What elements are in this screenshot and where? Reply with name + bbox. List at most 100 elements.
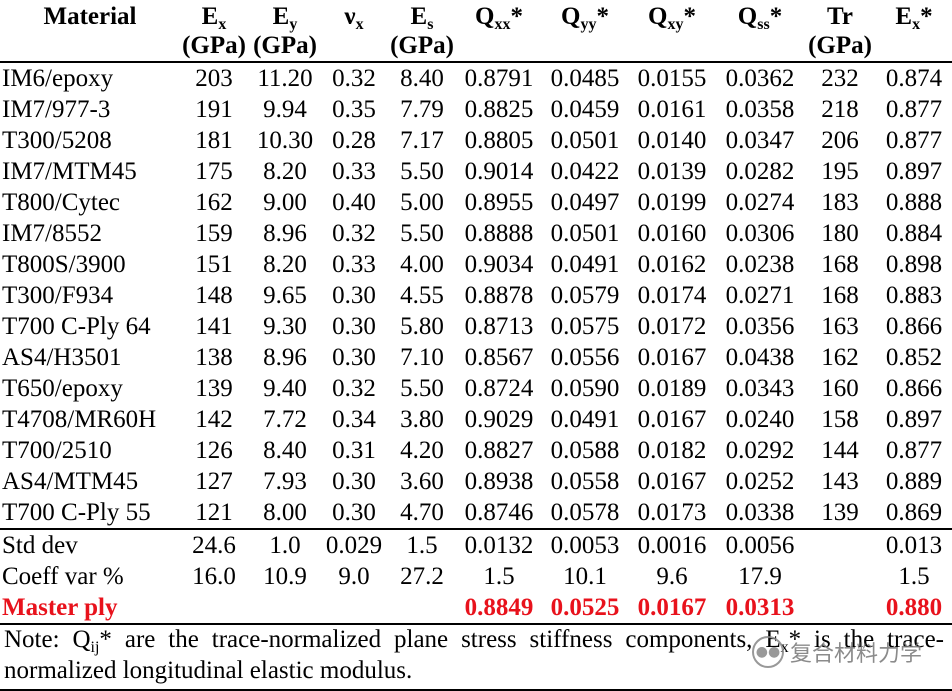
table-cell: 0.32	[332, 375, 376, 402]
table-cell: 1.5	[898, 563, 930, 590]
table-cell: 10.30	[256, 127, 314, 154]
table-cell: 9.94	[263, 96, 307, 123]
table-cell: 0.0501	[550, 127, 620, 154]
table-cell: 0.0160	[637, 220, 707, 247]
table-cell: 0.0167	[637, 468, 707, 495]
row-label: IM7/8552	[2, 220, 102, 247]
table-cell: 163	[821, 313, 859, 340]
table-cell: 180	[821, 220, 859, 247]
table-cell: 0.0172	[637, 313, 707, 340]
row-label: AS4/MTM45	[2, 468, 139, 495]
table-cell	[804, 592, 876, 623]
table-cell: 0.029	[325, 532, 383, 559]
table-cell: 0.8724	[464, 375, 534, 402]
row-label: T800S/3900	[2, 251, 126, 278]
row-label: T700 C-Ply 55	[2, 499, 151, 526]
table-row: AS4/MTM45 127 7.93 0.30 3.60 0.8938 0.0558 0.01…	[0, 466, 952, 497]
row-label: T300/F934	[2, 282, 114, 309]
table-cell: 7.17	[400, 127, 444, 154]
table-cell: 127	[195, 468, 233, 495]
table-row: T700/2510 126 8.40 0.31 4.20 0.8827 0.0588 0.01…	[0, 435, 952, 466]
row-label: Coeff var %	[2, 563, 124, 590]
table-cell: 151	[195, 251, 233, 278]
table-cell: 203	[195, 65, 233, 92]
table-cell: 5.50	[400, 158, 444, 185]
table-cell: 8.40	[400, 65, 444, 92]
table-cell: 0.0558	[550, 468, 620, 495]
table-cell: 0.0167	[637, 406, 707, 433]
table-cell: 1.0	[269, 532, 301, 559]
table-cell: 139	[821, 499, 859, 526]
table-cell: 0.0347	[725, 127, 795, 154]
table-cell: 0.40	[332, 189, 376, 216]
note-body-sub: x	[780, 639, 789, 656]
table-cell: 9.65	[263, 282, 307, 309]
table-cell: 0.30	[332, 499, 376, 526]
table-cell: 0.30	[332, 313, 376, 340]
table-cell: 0.0525	[550, 594, 620, 621]
table-cell: 0.0240	[725, 406, 795, 433]
table-cell: 8.20	[263, 158, 307, 185]
table-cell: 0.0343	[725, 375, 795, 402]
table-cell: 0.30	[332, 344, 376, 371]
table-cell: 0.9034	[464, 251, 534, 278]
table-cell: 8.20	[263, 251, 307, 278]
row-label: T650/epoxy	[2, 375, 123, 402]
table-cell: 0.34	[332, 406, 376, 433]
table-cell: 0.0556	[550, 344, 620, 371]
note-bottom-border	[0, 689, 952, 691]
table-cell: 0.883	[885, 282, 943, 309]
table-cell: 143	[821, 468, 859, 495]
table-cell: 0.8827	[464, 437, 534, 464]
table-cell: 0.0459	[550, 96, 620, 123]
table-cell: 9.00	[263, 189, 307, 216]
table-cell: 0.32	[332, 65, 376, 92]
table-cell: 0.30	[332, 468, 376, 495]
table-cell: 0.0590	[550, 375, 620, 402]
table-row: T300/5208 181 10.30 0.28 7.17 0.8805 0.0501 0.0…	[0, 125, 952, 156]
table-cell: 0.0140	[637, 127, 707, 154]
table-cell: 5.50	[400, 375, 444, 402]
table-cell	[804, 561, 876, 592]
table-cell: 8.40	[263, 437, 307, 464]
table-cell: 0.897	[885, 406, 943, 433]
table-cell: 0.880	[885, 594, 943, 621]
table-cell: 0.0167	[637, 594, 707, 621]
table-row: IM7/977-3 191 9.94 0.35 7.79 0.8825 0.0459 0.01…	[0, 94, 952, 125]
table-cell: 0.877	[885, 96, 943, 123]
table-cell: 0.888	[885, 189, 943, 216]
column-header: Material	[43, 3, 137, 30]
table-cell: 0.9014	[464, 158, 534, 185]
table-cell: 4.55	[400, 282, 444, 309]
table-cell: 5.50	[400, 220, 444, 247]
table-cell: 0.898	[885, 251, 943, 278]
table-cell: 0.0182	[637, 437, 707, 464]
table-cell: 158	[821, 406, 859, 433]
table-cell: 142	[195, 406, 233, 433]
table-cell: 10.9	[263, 563, 307, 590]
table-cell: 0.884	[885, 220, 943, 247]
table-cell: 0.0306	[725, 220, 795, 247]
table-row: T700 C-Ply 55 121 8.00 0.30 4.70 0.8746 0.0578…	[0, 497, 952, 529]
row-label: T300/5208	[2, 127, 112, 154]
table-cell: 8.96	[263, 344, 307, 371]
table-cell: 232	[821, 65, 859, 92]
table-cell: 218	[821, 96, 859, 123]
column-header: νx	[344, 3, 364, 33]
table-cell: 8.00	[263, 499, 307, 526]
table-cell: 0.8849	[464, 594, 534, 621]
table-cell: 0.0313	[725, 594, 795, 621]
table-cell: 0.889	[885, 468, 943, 495]
table-cell: 0.0485	[550, 65, 620, 92]
table-row: T650/epoxy 139 9.40 0.32 5.50 0.8724 0.0590 0.0…	[0, 373, 952, 404]
table-cell: 0.32	[332, 220, 376, 247]
column-header: Es (GPa)	[390, 3, 454, 59]
table-cell: 0.0173	[637, 499, 707, 526]
table-cell: 5.80	[400, 313, 444, 340]
table-cell: 0.0162	[637, 251, 707, 278]
note-tail: * is the trace-normalized longitudinal e…	[4, 626, 945, 684]
table-cell	[388, 592, 456, 623]
row-label: Master ply	[2, 594, 118, 621]
table-cell: 1.5	[483, 563, 515, 590]
table-cell: 0.0189	[637, 375, 707, 402]
